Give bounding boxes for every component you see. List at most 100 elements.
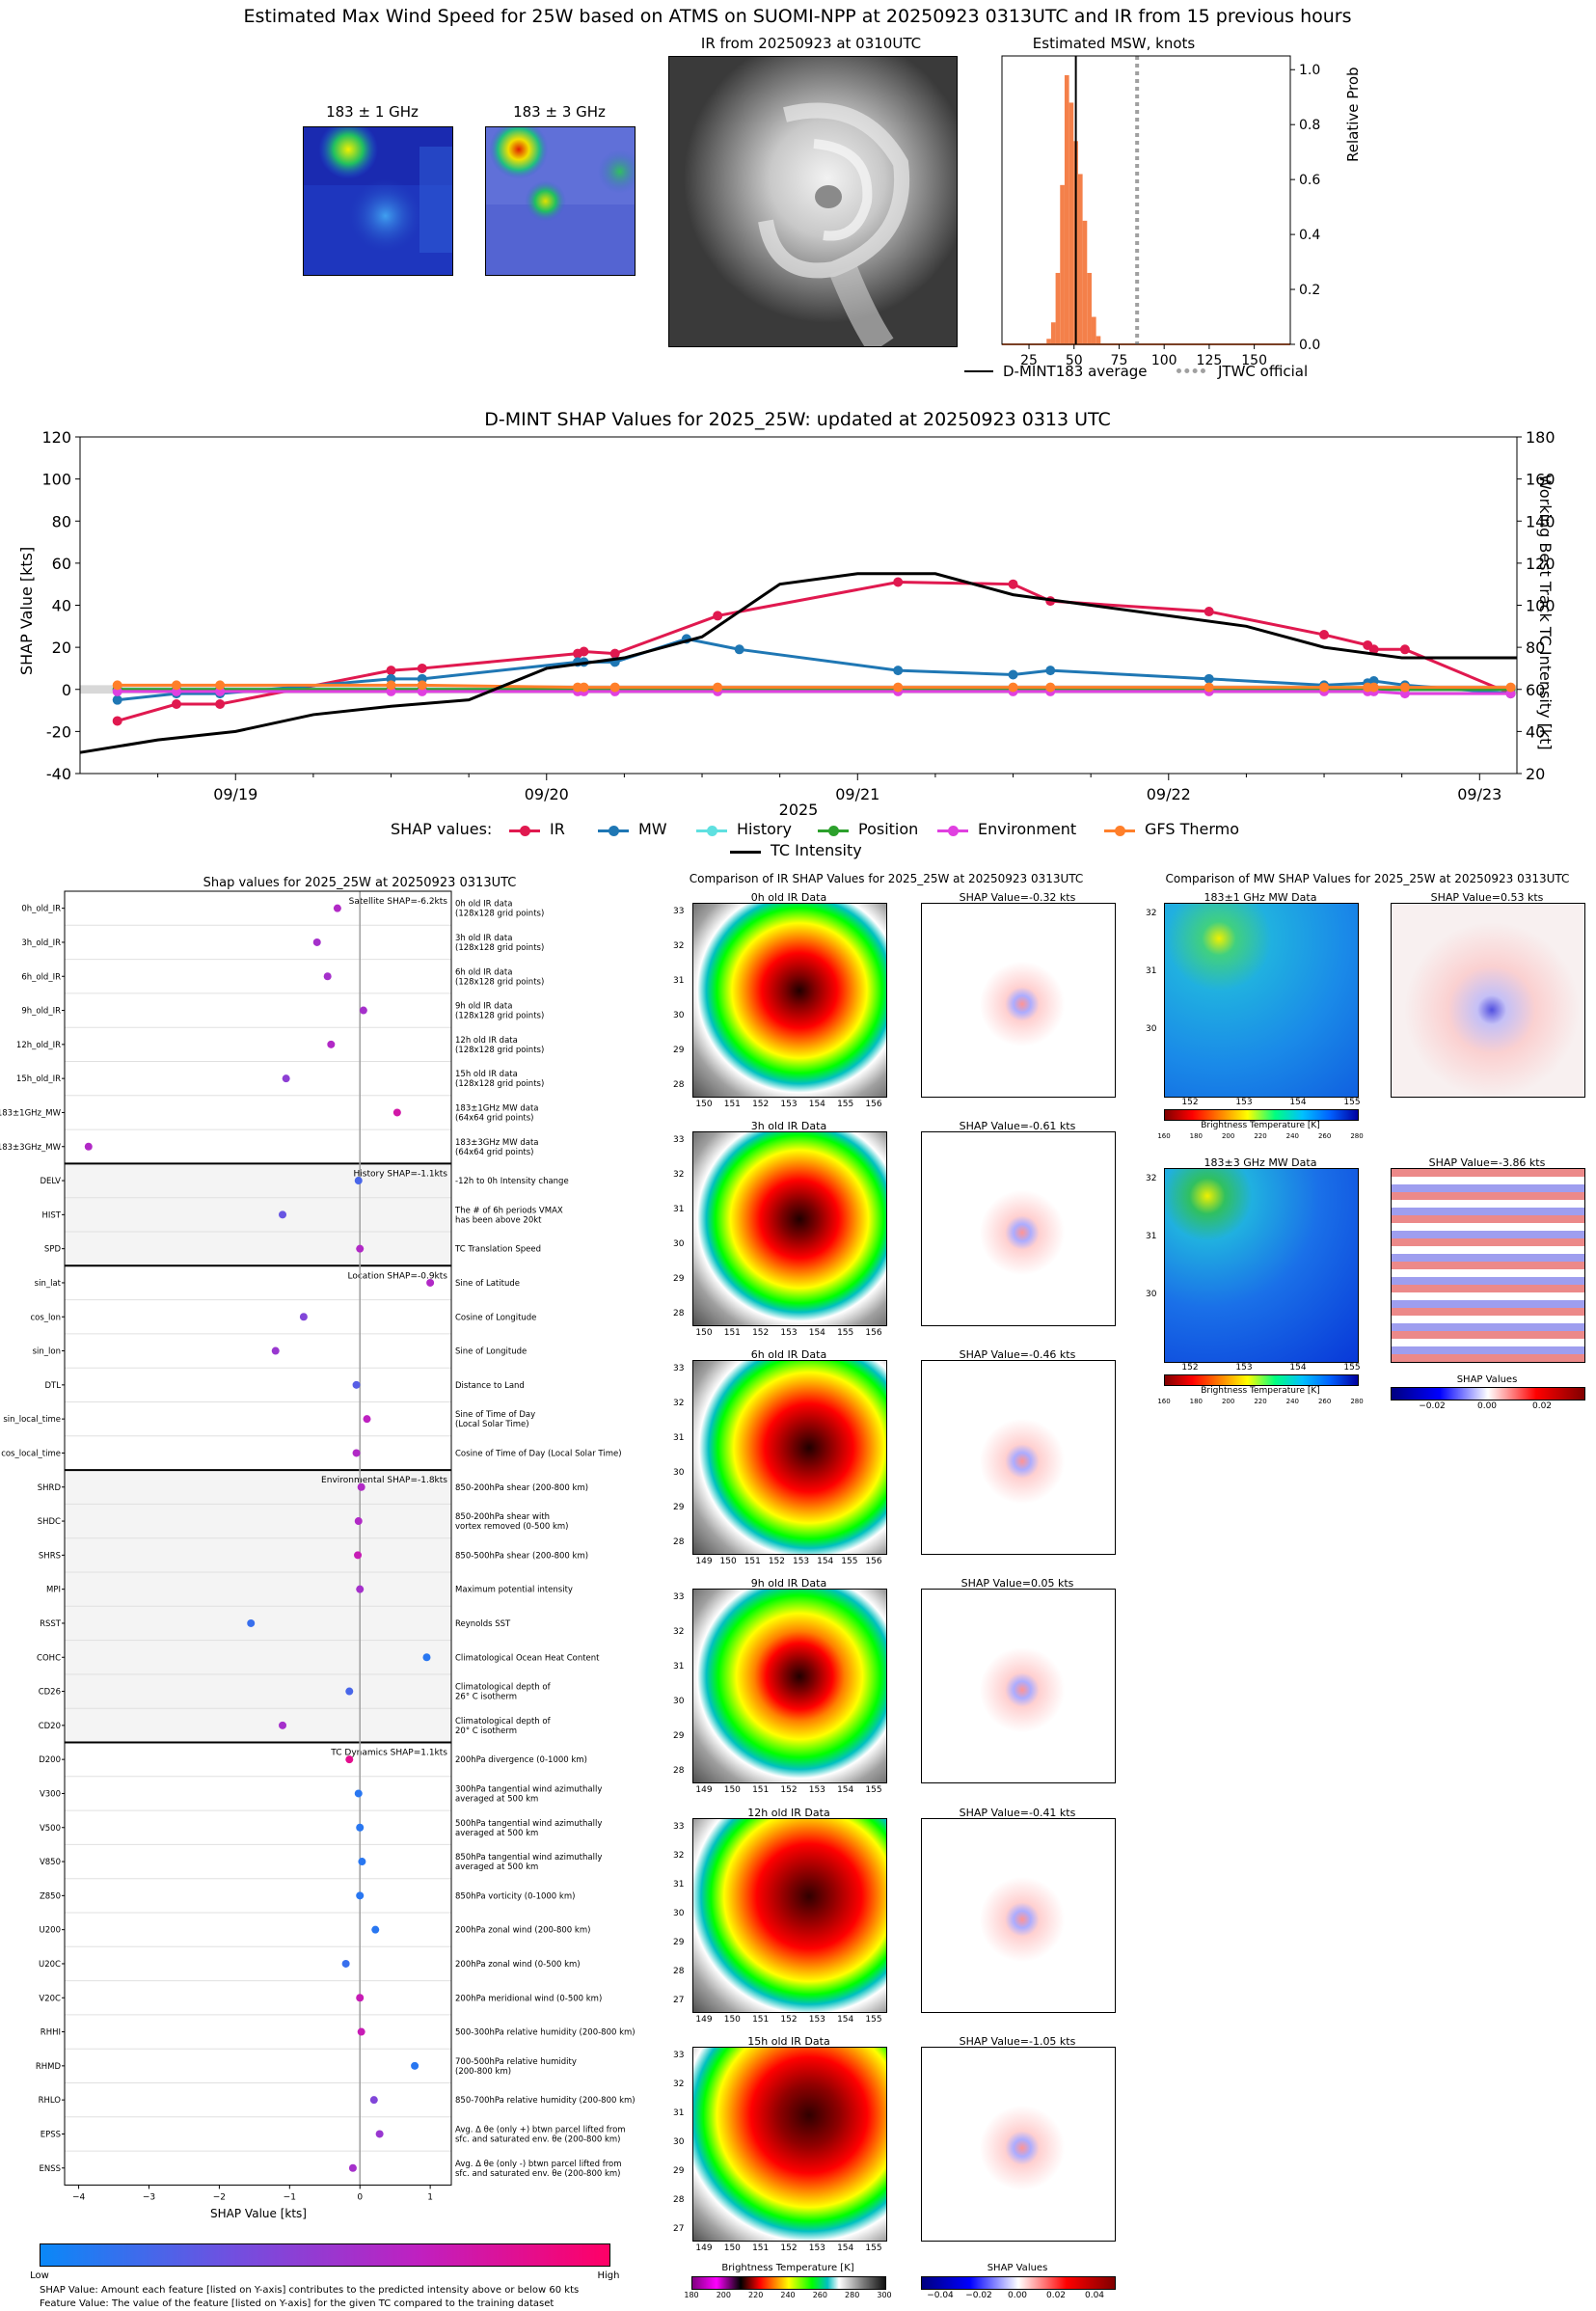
- feature-desc: 9h old IR data: [455, 1002, 512, 1012]
- feature-desc: 850hPa tangential wind azimuthally: [455, 1853, 602, 1862]
- ir-row-ytick: 33: [673, 1364, 685, 1373]
- feature-name: RHLO: [39, 2096, 62, 2106]
- ir-row-xtick: 152: [780, 2015, 798, 2025]
- ir-row-ytick: 32: [673, 1851, 685, 1861]
- mw-row-shap-value: SHAP Value=0.53 kts: [1430, 891, 1544, 904]
- ir-bt-tick: 180: [684, 2291, 699, 2299]
- ir-row-title: 9h old IR Data: [750, 1577, 827, 1590]
- feature-name: sin_local_time: [3, 1415, 61, 1425]
- ts-y2tick-label: 40: [1526, 722, 1545, 741]
- series-point-gfs-thermo: [893, 682, 904, 693]
- ir-row-xtick: 150: [723, 2243, 741, 2253]
- feature-desc: averaged at 500 km: [455, 1829, 538, 1838]
- ir-row-xtick: 153: [808, 1785, 825, 1795]
- feature-desc: averaged at 500 km: [455, 1862, 538, 1872]
- legend-label: Position: [858, 820, 919, 838]
- feature-xtick-label: 1: [427, 2192, 433, 2202]
- shap-timeseries-chart: -40 -20 0 20 40 60 80 100 120 20 40 60 80 100 120 140 16…: [41, 428, 1555, 803]
- feature-point: [426, 1278, 435, 1287]
- series-point-ir: [215, 699, 226, 710]
- feature-point: [299, 1313, 308, 1321]
- ir-row-xtick: 149: [695, 2015, 713, 2025]
- ir-row-xtick: 149: [695, 2243, 713, 2253]
- feature-xtick-label: −1: [284, 2192, 296, 2202]
- series-point-mw: [893, 666, 904, 676]
- ir-row-xtick: 151: [723, 1100, 741, 1109]
- feature-point: [247, 1618, 256, 1627]
- feature-desc: sfc. and saturated env. θe (200-800 km): [455, 2169, 621, 2179]
- ir-row-xtick: 150: [695, 1100, 713, 1109]
- ir-row-shap-map: [921, 903, 1116, 1098]
- mw-bt-tick: 280: [1350, 1398, 1364, 1405]
- series-point-ir: [1008, 579, 1018, 589]
- ir-row-xtick: 155: [865, 2015, 882, 2025]
- feature-desc: Climatological depth of: [455, 1683, 552, 1693]
- ir-row-ytick: 31: [673, 1433, 685, 1443]
- hist-xtick-label: 75: [1111, 353, 1128, 368]
- mw-row-ytick: 32: [1146, 1174, 1157, 1183]
- feature-point: [375, 2130, 384, 2138]
- group-label: Location SHAP=-0.9kts: [347, 1271, 447, 1281]
- ir-row-shap-value: SHAP Value=-0.41 kts: [959, 1807, 1076, 1819]
- mw3-thumbnail: [485, 126, 636, 276]
- mw-row-xtick: 155: [1343, 1098, 1361, 1107]
- ir-row-xtick: 154: [817, 1557, 834, 1566]
- feature-xtick-label: −2: [213, 2192, 226, 2202]
- mw-row-xtick: 154: [1289, 1363, 1307, 1373]
- feature-desc: vortex removed (0-500 km): [455, 1522, 568, 1532]
- ts-y2label: Working Best Track TC Intensity [kt]: [1536, 475, 1555, 750]
- series-point-ir: [112, 716, 122, 726]
- series-line-tc-intensity: [79, 572, 1517, 754]
- ts-xtick-label: 09/21: [835, 785, 879, 803]
- legend-swatch-dot: [520, 826, 530, 836]
- mw-panel-title: Comparison of MW SHAP Values for 2025_25…: [1165, 872, 1570, 885]
- ir-row-xtick: 151: [752, 2243, 770, 2253]
- feature-desc: 850-500hPa shear (200-800 km): [455, 1551, 588, 1561]
- mw-shap-tick: −0.02: [1419, 1401, 1446, 1411]
- feature-name: 3h_old_IR: [21, 938, 61, 948]
- group-label: Environmental SHAP=-1.8kts: [321, 1476, 447, 1485]
- feature-point: [282, 1074, 290, 1083]
- ir-row-xtick: 154: [837, 2015, 854, 2025]
- feature-desc: 200hPa zonal wind (200-800 km): [455, 1926, 590, 1936]
- series-point-ir: [893, 577, 904, 587]
- mw-row-xtick: 155: [1343, 1363, 1361, 1373]
- mw-row-xtick: 152: [1181, 1363, 1199, 1373]
- feature-desc: 200hPa zonal wind (0-500 km): [455, 1960, 581, 1970]
- ts-xtick-label: 09/23: [1457, 785, 1501, 803]
- feature-name: sin_lat: [35, 1279, 62, 1289]
- ir-row-ytick: 28: [673, 1967, 685, 1976]
- feature-point: [354, 1177, 363, 1185]
- ir-bt-tick: 200: [716, 2291, 731, 2299]
- feature-desc: Cosine of Time of Day (Local Solar Time): [455, 1449, 622, 1458]
- feature-name: 183±3GHz_MW: [0, 1143, 62, 1153]
- feature-name: DTL: [45, 1381, 62, 1391]
- feature-value-colorbar: [40, 2243, 610, 2267]
- feature-name: SPD: [44, 1245, 62, 1255]
- ir-row-xtick: 154: [837, 1785, 854, 1795]
- feature-point: [411, 2061, 419, 2070]
- ir-row-title: 12h old IR Data: [747, 1807, 830, 1819]
- series-point-ir: [579, 646, 589, 657]
- ir-label: IR from 20250923 at 0310UTC: [700, 35, 922, 52]
- ir-row-xtick: 150: [719, 1557, 737, 1566]
- ts-ytick-label: 120: [41, 428, 71, 447]
- ir-row-ytick: 29: [673, 1274, 685, 1284]
- feature-name: 9h_old_IR: [21, 1007, 61, 1017]
- feature-desc: Sine of Longitude: [455, 1347, 527, 1357]
- feature-desc: 200hPa meridional wind (0-500 km): [455, 1994, 602, 2003]
- group-shade: [65, 1163, 451, 1266]
- series-point-gfs-thermo: [1505, 682, 1516, 693]
- ir-row-xtick: 152: [752, 1100, 770, 1109]
- mw1-label: 183 ± 1 GHz: [326, 103, 419, 121]
- ir-row-title: 6h old IR Data: [750, 1348, 827, 1361]
- ts-ytick-label: -20: [46, 722, 71, 741]
- ir-row-ytick: 33: [673, 907, 685, 916]
- ir-row-xtick: 154: [808, 1100, 825, 1109]
- series-point-gfs-thermo: [215, 680, 226, 691]
- series-point-mw: [734, 644, 744, 655]
- mw-row-xtick: 154: [1289, 1098, 1307, 1107]
- feature-desc: 183±3GHz MW data: [455, 1138, 538, 1148]
- feature-desc: (Local Solar Time): [455, 1420, 529, 1429]
- hist-bar: [1064, 74, 1069, 344]
